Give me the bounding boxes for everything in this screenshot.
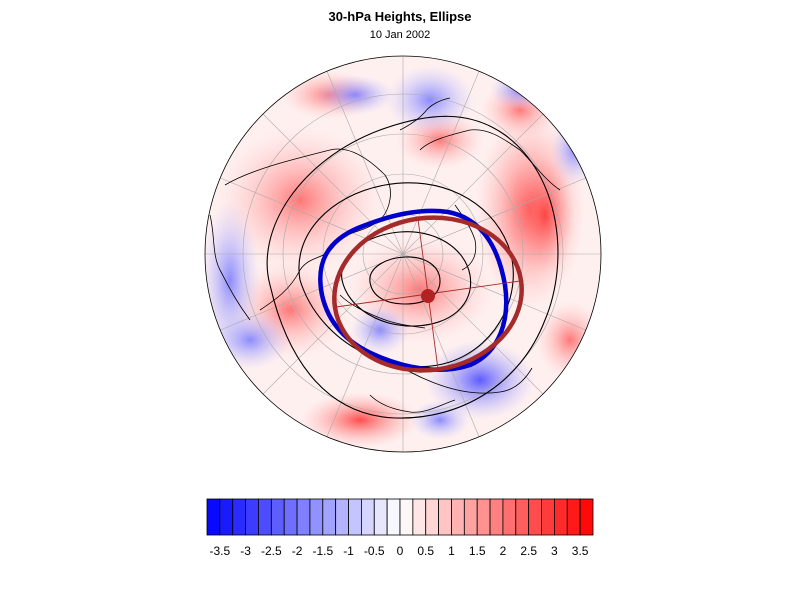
colorbar-box: [476, 498, 491, 536]
colorbar-box: [322, 498, 337, 536]
colorbar-box: [489, 498, 504, 536]
colorbar-box: [386, 498, 401, 536]
colorbar-box: [425, 498, 440, 536]
colorbar-box: [219, 498, 234, 536]
colorbar-tick-label: -3.5: [210, 544, 231, 558]
graticule: [205, 56, 601, 452]
colorbar-box: [438, 498, 452, 536]
colorbar-box: [566, 498, 581, 536]
colorbar-box: [412, 498, 427, 536]
fitted-ellipse: [332, 215, 524, 373]
colorbar-box: [360, 498, 375, 536]
colorbar-box: [554, 498, 568, 536]
colorbar-box: [283, 498, 298, 536]
colorbar-box: [270, 498, 285, 536]
colorbar-box: [232, 498, 247, 536]
colorbar-tick-label: 0.5: [417, 544, 434, 558]
colorbar-tick-labels: -3.5 -3 -2.5 -2 -1.5 -1 -0.5 0 0.5 1 1.5 2 2.5 3 3.5: [210, 544, 589, 558]
colorbar-box: [541, 498, 555, 536]
ellipse-center-marker: [421, 289, 435, 303]
colorbar-box: [515, 498, 530, 536]
colorbar-tick-label: 2: [500, 544, 507, 558]
colorbar-tick-label: -0.5: [364, 544, 385, 558]
colorbar-box: [348, 498, 362, 536]
colorbar-boxes: [206, 498, 594, 536]
map-date: 10 Jan 2002: [369, 29, 431, 41]
map-title: 30-hPa Heights, Ellipse: [328, 9, 472, 24]
colorbar-tick-label: -1: [343, 544, 354, 558]
colorbar-box: [309, 498, 324, 536]
colorbar-tick-label: -1.5: [312, 544, 333, 558]
colorbar-tick-label: -3: [240, 544, 251, 558]
colorbar-box: [206, 498, 221, 536]
colorbar-tick-label: 3: [551, 544, 558, 558]
vortex-edge-contour: [318, 208, 509, 372]
colorbar-box: [296, 498, 311, 536]
colorbar-box: [502, 498, 517, 536]
colorbar-box: [373, 498, 388, 536]
colorbar-box: [245, 498, 259, 536]
colorbar-box: [463, 498, 478, 536]
colorbar-tick-label: 1.5: [469, 544, 486, 558]
colorbar-tick-label: 3.5: [572, 544, 589, 558]
colorbar-tick-label: -2: [292, 544, 303, 558]
colorbar-box: [528, 498, 542, 536]
colorbar-tick-label: 0: [397, 544, 404, 558]
colorbar-tick-label: -2.5: [261, 544, 282, 558]
globe-outline: [204, 55, 602, 453]
colorbar-box: [451, 498, 465, 536]
colorbar-box: [579, 498, 594, 536]
colorbar-box: [399, 498, 414, 536]
colorbar-tick-label: 1: [448, 544, 455, 558]
colorbar-tick-label: 2.5: [520, 544, 537, 558]
colorbar-box: [258, 498, 272, 536]
coastlines: [209, 97, 561, 413]
colorbar-box: [335, 498, 349, 536]
